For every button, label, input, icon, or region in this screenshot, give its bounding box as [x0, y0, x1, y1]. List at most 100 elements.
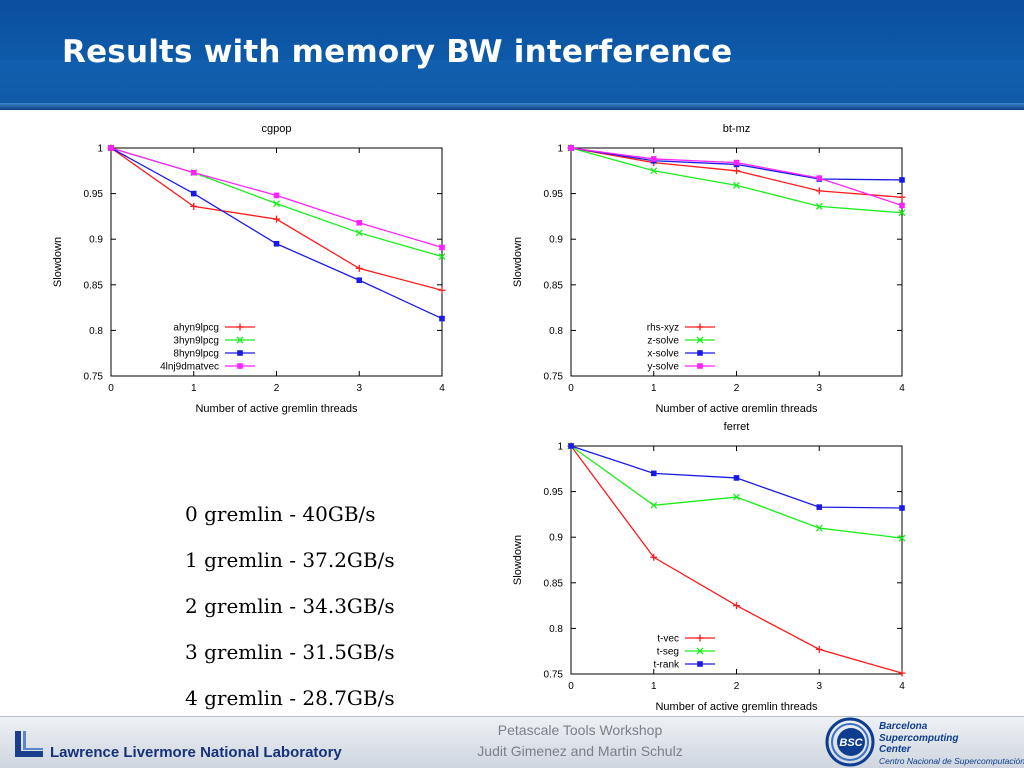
bandwidth-list: 0 gremlin - 40GB/s 1 gremlin - 37.2GB/s … — [185, 500, 395, 730]
y-tick-label: 1 — [97, 144, 103, 155]
legend-label: t-seg — [657, 647, 679, 658]
x-tick-label: 4 — [899, 681, 905, 692]
data-point — [650, 553, 658, 561]
series-line — [570, 147, 903, 214]
bsc-logo-text: BSC — [839, 737, 863, 749]
data-point — [650, 470, 657, 477]
bsc-line: Supercomputing — [879, 732, 959, 744]
bsc-line: Center — [879, 744, 911, 755]
y-tick-label: 0.75 — [544, 372, 564, 383]
y-tick-label: 0.9 — [549, 235, 563, 246]
data-point — [190, 202, 198, 210]
y-tick-label: 1 — [557, 144, 563, 155]
legend-marker — [237, 363, 243, 369]
legend-marker — [696, 634, 704, 642]
legend-marker — [697, 350, 703, 356]
y-tick-label: 0.85 — [544, 280, 564, 291]
x-axis-label: Number of active gremlin threads — [195, 403, 358, 415]
y-tick-label: 0.9 — [549, 533, 563, 544]
series-t-rank — [568, 443, 905, 511]
chart-svg-cgpop: cgpop 0.75 0.8 0.85 0.9 0.95 1 0 1 2 3 4 Number of a… — [52, 123, 446, 415]
x-tick-label: 1 — [651, 383, 657, 394]
x-tick-label: 0 — [568, 681, 574, 692]
llnl-emblem-icon — [12, 729, 46, 761]
x-tick-label: 2 — [734, 681, 740, 692]
chart-title: cgpop — [262, 123, 292, 135]
bsc-name: Barcelona Supercomputing Center Centro N… — [879, 721, 1024, 767]
series-t-seg — [567, 442, 906, 542]
legend-marker — [696, 647, 704, 655]
x-tick-label: 3 — [816, 383, 822, 394]
chart-svg-ferret: ferret 0.75 0.8 0.85 0.9 0.95 1 0 1 2 3 4 Number of … — [512, 421, 906, 713]
data-point — [899, 505, 905, 511]
series-y-solve — [568, 145, 905, 209]
bandwidth-item: 1 gremlin - 37.2GB/s — [185, 548, 395, 572]
data-point — [898, 669, 906, 677]
x-tick-label: 1 — [651, 681, 657, 692]
x-tick-label: 4 — [899, 383, 905, 394]
y-tick-label: 0.95 — [544, 487, 564, 498]
bsc-emblem-icon: BSC — [825, 717, 875, 767]
data-point — [355, 229, 363, 237]
plot-frame — [110, 147, 443, 377]
data-point — [355, 264, 363, 272]
data-point — [733, 159, 740, 166]
data-point — [439, 244, 445, 251]
bandwidth-item: 0 gremlin - 40GB/s — [185, 502, 376, 526]
lab-name: Lawrence Livermore National Laboratory — [50, 743, 342, 761]
legend-label: 8hyn9lpcg — [173, 349, 219, 360]
data-point — [815, 202, 823, 210]
data-point — [733, 602, 740, 610]
legend-marker — [696, 336, 704, 344]
data-point — [438, 286, 446, 294]
data-point — [898, 193, 906, 201]
data-point — [898, 209, 906, 217]
y-tick-label: 0.8 — [549, 624, 563, 635]
bandwidth-item: 3 gremlin - 31.5GB/s — [185, 640, 395, 664]
y-tick-label: 0.8 — [549, 326, 563, 337]
y-tick-label: 0.85 — [544, 578, 564, 589]
x-tick-label: 2 — [274, 383, 280, 394]
y-tick-label: 0.85 — [84, 280, 104, 291]
data-point — [190, 190, 197, 197]
legend-label: ahyn9lpcg — [173, 323, 219, 334]
chart-bt-mz: bt-mz 0.75 0.8 0.85 0.9 0.95 1 0 1 2 3 4 Number of a… — [509, 110, 920, 422]
plot-frame — [570, 147, 903, 377]
series-line — [110, 147, 443, 258]
x-tick-label: 1 — [191, 383, 197, 394]
bsc-subtitle: Centro Nacional de Supercomputación — [879, 755, 1024, 766]
data-point — [190, 169, 197, 176]
data-point — [108, 145, 114, 151]
series-ahyn9lpcg — [107, 144, 446, 294]
series-line — [570, 445, 903, 539]
legend-label: y-solve — [647, 362, 679, 373]
data-point — [356, 219, 363, 226]
legend-label: x-solve — [647, 349, 679, 360]
data-point — [356, 277, 363, 284]
series-4lnj9dmatvec — [108, 145, 445, 251]
bsc-line: Barcelona — [879, 721, 928, 732]
x-tick-label: 4 — [439, 383, 445, 394]
bandwidth-item: 2 gremlin - 34.3GB/s — [185, 594, 395, 618]
data-point — [815, 524, 823, 532]
legend-label: 4lnj9dmatvec — [160, 362, 219, 373]
y-tick-label: 0.95 — [84, 189, 104, 200]
legend-label: 3hyn9lpcg — [173, 336, 219, 347]
data-point — [650, 156, 657, 162]
data-point — [733, 475, 740, 481]
legend-marker — [697, 661, 703, 667]
x-tick-label: 2 — [734, 383, 740, 394]
data-point — [733, 167, 740, 175]
chart-title: bt-mz — [723, 123, 751, 135]
legend-label: t-rank — [653, 660, 680, 671]
data-point — [815, 187, 823, 195]
workshop-info: Petascale Tools Workshop Judit Gimenez a… — [380, 720, 780, 762]
data-point — [273, 192, 280, 199]
legend-label: rhs-xyz — [647, 323, 679, 334]
chart-cgpop: cgpop 0.75 0.8 0.85 0.9 0.95 1 0 1 2 3 4 Number of a… — [49, 110, 460, 422]
data-point — [733, 493, 740, 501]
llnl-logo: Lawrence Livermore National Laboratory — [12, 729, 342, 761]
banner-band — [0, 60, 1024, 105]
data-point — [273, 240, 280, 247]
